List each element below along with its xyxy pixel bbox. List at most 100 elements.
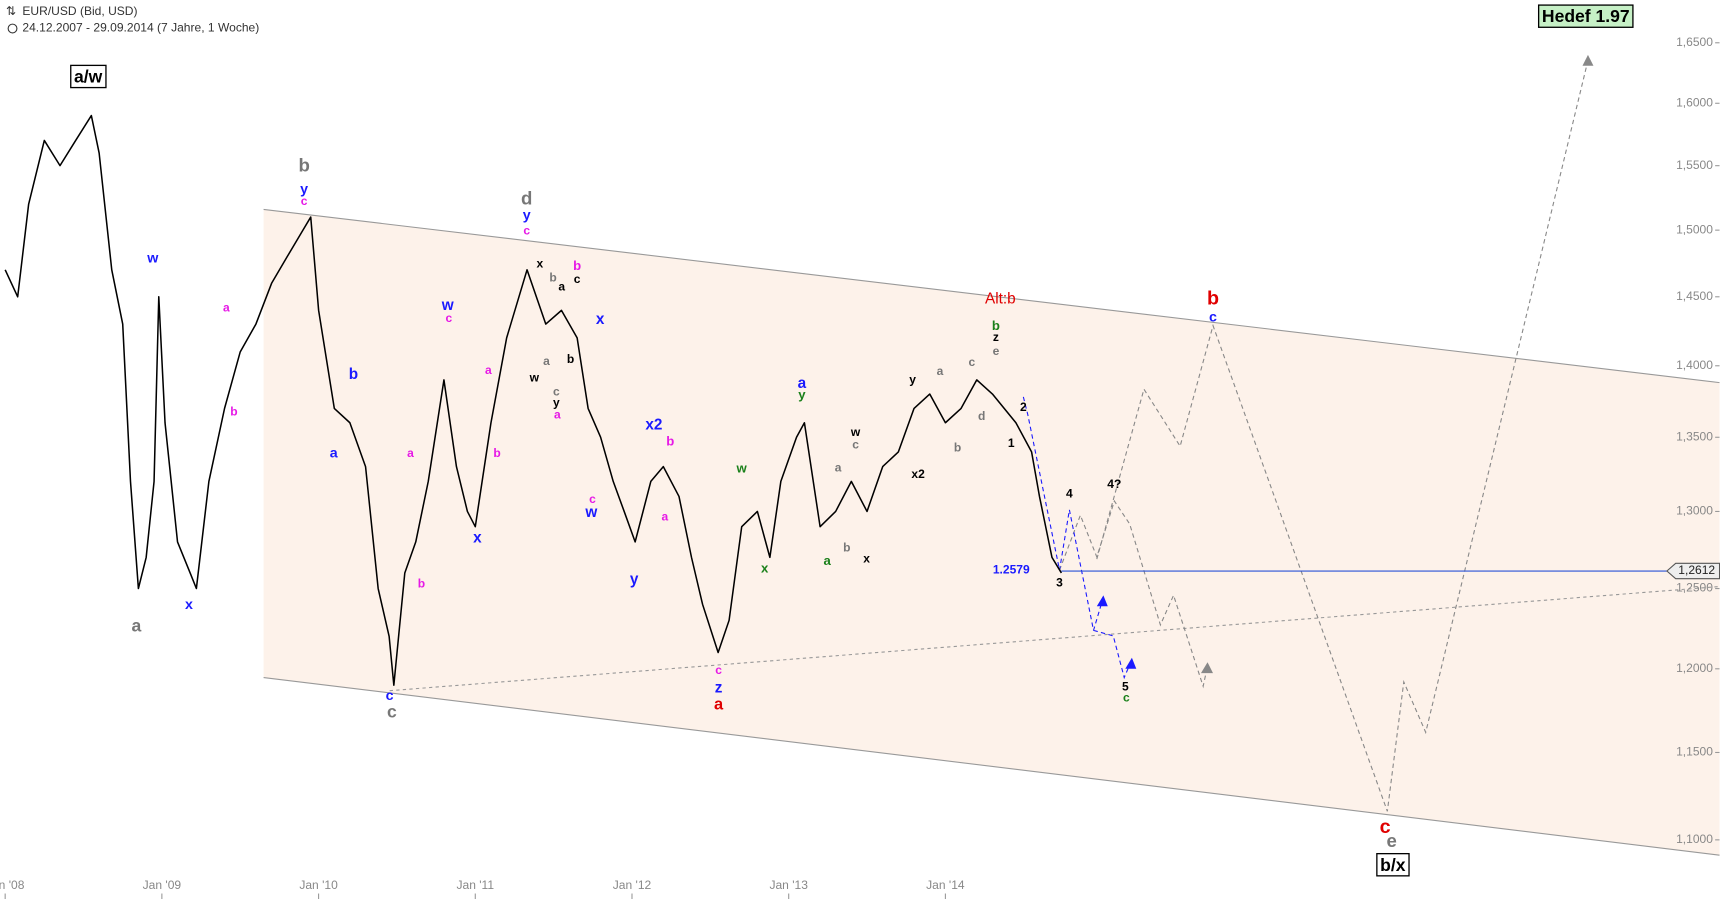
chart-subtitle: 24.12.2007 - 29.09.2014 (7 Jahre, 1 Woch… xyxy=(22,21,259,35)
wave-label: Alt:b xyxy=(985,290,1016,307)
channel-lower xyxy=(263,676,1720,856)
wave-label: w xyxy=(441,297,454,314)
wave-label: c xyxy=(446,311,453,325)
wave-label: a xyxy=(798,375,807,392)
y-tick-label: 1,6500 xyxy=(1676,35,1713,49)
wave-label: b/x xyxy=(1380,855,1406,875)
wave-label: b xyxy=(493,446,500,460)
wave-label: b xyxy=(567,352,574,366)
wave-label: w xyxy=(146,251,159,267)
arrow xyxy=(1125,657,1137,669)
wave-label: a xyxy=(407,446,414,460)
wave-label: c xyxy=(553,385,560,399)
label-box xyxy=(1537,4,1634,28)
label-box xyxy=(70,64,107,89)
x-tick-label: Jan '13 xyxy=(769,878,808,892)
y-tick-label: 1,4000 xyxy=(1676,358,1713,372)
wave-label: a xyxy=(330,446,339,462)
wave-label: c xyxy=(1380,816,1391,838)
y-tick-label: 1,2000 xyxy=(1676,661,1713,675)
y-tick-label: 1,3500 xyxy=(1676,429,1713,443)
wave-label: a xyxy=(132,616,142,636)
wave-label: x2 xyxy=(645,416,662,433)
wave-label: b xyxy=(992,318,1000,333)
channel-upper xyxy=(263,208,1720,384)
wave-label: d xyxy=(978,409,985,423)
wave-label: z xyxy=(993,330,999,344)
y-tick-label: 1,2500 xyxy=(1676,581,1713,595)
wave-label: c xyxy=(852,437,859,451)
wave-label: b xyxy=(230,404,237,418)
wave-label: c xyxy=(523,224,530,238)
y-tick-label: 1,3000 xyxy=(1676,504,1713,518)
wave-label: e xyxy=(993,344,1000,358)
wave-label: a xyxy=(937,364,944,378)
x-tick-label: Jan '08 xyxy=(0,878,25,892)
wave-label: a xyxy=(543,354,550,368)
y-tick-label: 1,5500 xyxy=(1676,158,1713,172)
wave-label: c xyxy=(574,272,581,286)
wave-label: x xyxy=(596,311,605,328)
wave-label: 2 xyxy=(1020,400,1027,414)
price-tag-label: 1,2612 xyxy=(1678,563,1715,577)
clock-icon xyxy=(7,23,18,34)
arrow xyxy=(1200,662,1214,674)
x-tick-label: Jan '09 xyxy=(143,878,182,892)
wave-label: c xyxy=(715,663,722,677)
wave-label: a xyxy=(661,510,668,524)
wave-label: b xyxy=(666,433,674,448)
wave-label: d xyxy=(521,187,532,208)
y-tick-label: 1,6000 xyxy=(1676,95,1713,109)
wave-label: b xyxy=(549,271,556,285)
chart-title: EUR/USD (Bid, USD) xyxy=(22,4,137,18)
wave-label: a xyxy=(823,553,831,568)
wave-label: w xyxy=(850,425,861,439)
arrow xyxy=(1582,54,1594,66)
wave-label: x xyxy=(537,256,544,270)
wave-label: y xyxy=(553,396,560,410)
axes: 1,1000 1,1500 1,2000 1,2500 1,3000 1,3500 1,40… xyxy=(0,35,1720,900)
price: 1,2612 xyxy=(4,114,1720,686)
wave-label: y xyxy=(300,181,308,197)
wave-label: e xyxy=(1387,830,1397,851)
wave-label: x2 xyxy=(911,467,925,481)
wave-label: y xyxy=(909,373,916,387)
wave-label: a xyxy=(558,279,565,293)
wave-label: a xyxy=(835,460,842,474)
arrow xyxy=(1096,595,1108,607)
projection-blue xyxy=(1022,396,1132,680)
support-line xyxy=(389,585,1720,692)
wave-label: w xyxy=(529,370,540,384)
wave-label: c xyxy=(589,492,596,506)
price-line xyxy=(4,114,1063,686)
wave-label: b xyxy=(298,155,309,176)
y-tick-label: 1,4500 xyxy=(1676,289,1713,303)
wave-label: x xyxy=(185,597,193,613)
wave-label: c xyxy=(968,355,975,369)
wave-label: 4? xyxy=(1107,477,1121,491)
wave-label: y xyxy=(523,208,531,224)
wave-label: b xyxy=(1207,288,1219,310)
x-tick-label: Jan '11 xyxy=(456,878,494,892)
wave-label: b xyxy=(954,441,961,455)
y-tick-label: 1,1000 xyxy=(1676,832,1713,846)
x-tick-label: Jan '10 xyxy=(299,878,338,892)
icon: ⇅ xyxy=(6,4,16,18)
y-tick-label: 1,5000 xyxy=(1676,222,1713,236)
wave-label: 4 xyxy=(1066,487,1073,501)
label-box xyxy=(1376,852,1410,877)
wave-label: c xyxy=(1123,691,1130,705)
wave-label: a xyxy=(554,408,561,422)
wave-label: c xyxy=(386,688,394,704)
wave-label: b xyxy=(573,258,581,273)
wave-label: 3 xyxy=(1056,575,1063,589)
x-tick-label: Jan '12 xyxy=(613,878,652,892)
wave-label: b xyxy=(843,540,850,554)
wave-label: c xyxy=(301,194,308,208)
wave-label: a xyxy=(714,695,724,713)
wave-label: x xyxy=(863,551,870,565)
trend-channel xyxy=(263,209,1720,856)
wave-label: b xyxy=(418,577,425,591)
